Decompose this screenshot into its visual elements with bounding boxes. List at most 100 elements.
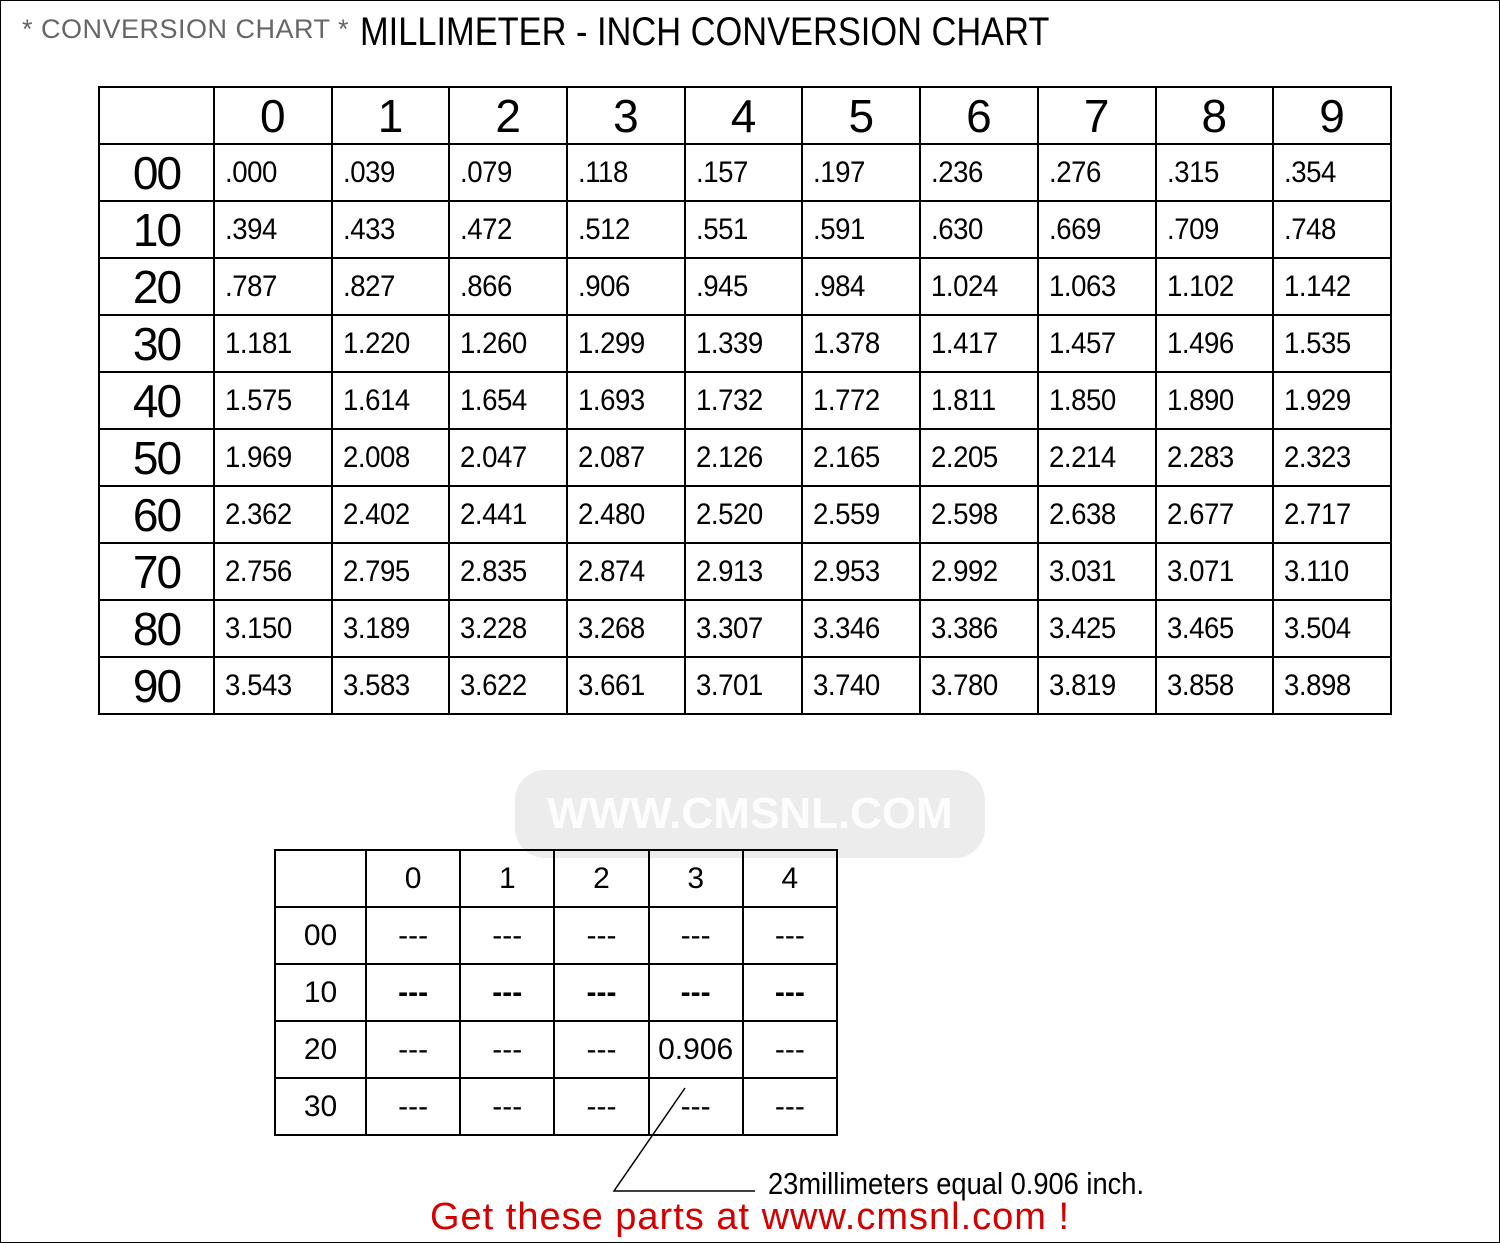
value-cell: 1.732 — [683, 371, 804, 430]
value-text: 1.693 — [578, 383, 645, 417]
chart-subtitle: * CONVERSION CHART * — [22, 14, 350, 44]
value-text: 3.504 — [1284, 611, 1351, 645]
value-text: 2.717 — [1284, 497, 1351, 531]
column-header: 2 — [553, 849, 650, 908]
value-text: 2.126 — [695, 440, 763, 474]
value-cell: 1.378 — [801, 314, 922, 373]
value-cell: .906 — [566, 257, 686, 316]
value-cell: 2.638 — [1036, 485, 1157, 544]
callout-line — [612, 1087, 755, 1192]
value-cell: 2.087 — [566, 428, 686, 487]
value-cell: 2.520 — [683, 485, 804, 544]
value-text: .433 — [342, 212, 395, 246]
value-text: 2.283 — [1166, 440, 1234, 474]
value-cell: 2.677 — [1154, 485, 1275, 544]
value-cell: 3.858 — [1154, 656, 1275, 715]
value-text: 3.110 — [1284, 554, 1349, 588]
row-label: 30 — [98, 314, 215, 373]
value-cell: .000 — [213, 143, 333, 202]
value-text: 3.898 — [1284, 668, 1351, 702]
value-text: 2.835 — [460, 554, 528, 588]
value-cell: --- — [741, 963, 839, 1022]
value-text: 1.102 — [1166, 269, 1234, 303]
value-cell: --- — [364, 963, 462, 1022]
value-cell: 0.906 — [647, 1020, 744, 1079]
row-label: 10 — [98, 200, 215, 259]
value-text: 1.575 — [225, 383, 292, 417]
value-cell: 3.386 — [919, 599, 1039, 658]
value-cell: 2.283 — [1154, 428, 1275, 487]
value-text: .945 — [695, 269, 748, 303]
value-cell: 2.480 — [566, 485, 686, 544]
value-text: 2.795 — [342, 554, 410, 588]
value-cell: .945 — [683, 257, 804, 316]
value-cell: .827 — [330, 257, 451, 316]
value-cell: --- — [459, 1020, 556, 1079]
column-header: 3 — [647, 849, 744, 908]
value-cell: --- — [741, 1020, 839, 1079]
value-text: 3.346 — [813, 611, 881, 645]
value-text: .709 — [1166, 212, 1219, 246]
value-text: .906 — [578, 269, 630, 303]
value-text: 1.890 — [1166, 383, 1234, 417]
value-cell: --- — [741, 906, 839, 965]
value-cell: 2.323 — [1272, 428, 1392, 487]
value-cell: 3.071 — [1154, 542, 1275, 601]
value-text: 2.087 — [578, 440, 645, 474]
value-text: .354 — [1284, 155, 1337, 189]
value-text: 1.811 — [931, 383, 996, 417]
value-cell: 1.260 — [448, 314, 569, 373]
row-label: 80 — [98, 599, 215, 658]
table-row: 20 --- --- --- 0.906 --- — [274, 1020, 839, 1079]
column-header: 6 — [919, 86, 1039, 145]
value-cell: 3.150 — [213, 599, 333, 658]
value-cell: .315 — [1154, 143, 1275, 202]
value-cell: .984 — [801, 257, 922, 316]
value-cell: --- — [459, 963, 556, 1022]
value-cell: 3.583 — [330, 656, 451, 715]
chart-title: MILLIMETER - INCH CONVERSION CHART — [360, 10, 1050, 54]
value-text: 1.614 — [342, 383, 410, 417]
value-text: 3.543 — [225, 668, 292, 702]
value-text: .748 — [1284, 212, 1337, 246]
value-cell: 1.024 — [919, 257, 1039, 316]
value-cell: .866 — [448, 257, 569, 316]
value-text: 2.441 — [460, 497, 528, 531]
value-text: .276 — [1048, 155, 1101, 189]
value-cell: .669 — [1036, 200, 1157, 259]
value-text: 2.913 — [695, 554, 763, 588]
value-text: 2.480 — [578, 497, 645, 531]
table-row: 70 2.756 2.795 2.835 2.874 2.913 2.953 2.992 3.0… — [98, 542, 1392, 601]
value-text: 2.362 — [225, 497, 292, 531]
value-cell: 1.535 — [1272, 314, 1392, 373]
promo-link[interactable]: Get these parts at www.cmsnl.com ! — [429, 1196, 1071, 1238]
value-text: .866 — [460, 269, 513, 303]
column-header: 1 — [330, 86, 451, 145]
value-cell: 1.220 — [330, 314, 451, 373]
value-text: 3.740 — [813, 668, 881, 702]
value-cell: .472 — [448, 200, 569, 259]
value-cell: 1.299 — [566, 314, 686, 373]
value-cell: 1.811 — [919, 371, 1039, 430]
value-cell: 2.126 — [683, 428, 804, 487]
value-cell: 1.417 — [919, 314, 1039, 373]
value-cell: .236 — [919, 143, 1039, 202]
value-cell: 2.598 — [919, 485, 1039, 544]
value-cell: .551 — [683, 200, 804, 259]
value-text: 3.583 — [342, 668, 410, 702]
corner-cell — [98, 86, 215, 145]
value-text: 1.654 — [460, 383, 528, 417]
value-text: 2.323 — [1284, 440, 1351, 474]
value-cell: 3.268 — [566, 599, 686, 658]
column-header: 5 — [801, 86, 922, 145]
value-cell: 2.559 — [801, 485, 922, 544]
value-text: 1.457 — [1048, 326, 1116, 360]
column-header: 8 — [1154, 86, 1275, 145]
value-cell: .433 — [330, 200, 451, 259]
value-cell: 2.362 — [213, 485, 333, 544]
value-text: 2.638 — [1048, 497, 1116, 531]
value-text: 1.339 — [695, 326, 763, 360]
value-cell: 3.661 — [566, 656, 686, 715]
value-text: 3.661 — [578, 668, 645, 702]
